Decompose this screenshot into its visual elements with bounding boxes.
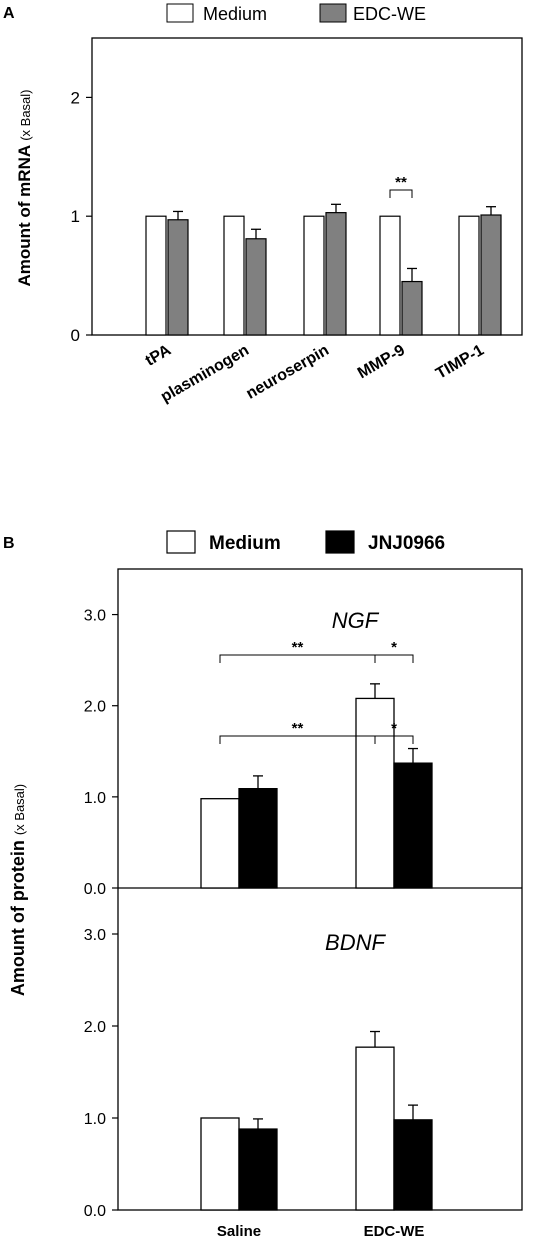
legend-swatch-medium <box>166 3 194 23</box>
bar-jnj0966 <box>393 1119 433 1211</box>
y-tick-label: 1.0 <box>84 790 106 807</box>
bar-medium <box>223 215 245 336</box>
bar-edc-we <box>325 212 347 336</box>
x-tick-label: EDC-WE <box>364 1223 425 1240</box>
y-tick-label: 3.0 <box>84 927 106 944</box>
subpanel-title: BDNF <box>325 930 386 955</box>
y-tick-label: 0.0 <box>84 1203 106 1220</box>
bar-medium <box>200 798 240 889</box>
y-tick-label: 2 <box>71 88 80 107</box>
y-axis-label-main: Amount of protein <box>8 835 28 996</box>
bar-edc-we <box>245 238 267 336</box>
bar-jnj0966 <box>393 762 433 889</box>
bar-medium <box>145 215 167 336</box>
x-tick-label: TIMP-1 <box>433 342 487 383</box>
legend: Medium EDC-WE <box>166 3 426 24</box>
significance-bracket <box>219 654 376 663</box>
x-tick-label: Saline <box>217 1223 261 1240</box>
y-tick-label: 3.0 <box>84 608 106 625</box>
bar-jnj0966 <box>238 1128 278 1211</box>
panel-b: B Medium JNJ0966 Amount of protein (x Basal… <box>3 530 523 1240</box>
x-tick-label: neuroserpin <box>243 342 332 403</box>
significance-bracket <box>374 735 414 744</box>
y-tick-label: 1.0 <box>84 1111 106 1128</box>
x-tick-label: MMP-9 <box>355 342 408 383</box>
panel-label: A <box>3 5 15 22</box>
bar-medium <box>200 1117 240 1211</box>
y-axis-label-main: Amount of mRNA <box>15 141 34 287</box>
bar-medium <box>379 215 401 336</box>
legend-swatch-jnj0966 <box>325 530 355 554</box>
legend-swatch-edc-we <box>319 3 347 23</box>
y-tick-label: 1 <box>71 207 80 226</box>
legend-label-medium: Medium <box>203 4 267 24</box>
subpanel-title: NGF <box>332 608 380 633</box>
bar-edc-we <box>167 219 189 336</box>
significance-bracket-label: * <box>391 720 397 737</box>
significance-bracket-label: * <box>391 639 397 656</box>
panel-a: A Medium EDC-WE 0 1 2 Amount of mRNA (x Basal)… <box>3 3 523 406</box>
y-tick-label: 2.0 <box>84 699 106 716</box>
legend-swatch-medium <box>166 530 196 554</box>
x-tick-label: plasminogen <box>158 342 252 406</box>
bar-medium <box>355 1046 395 1211</box>
significance-bracket <box>374 654 414 663</box>
significance-bracket <box>219 735 376 744</box>
y-tick-label: 0 <box>71 326 80 345</box>
bar-jnj0966 <box>238 788 278 889</box>
panel-label: B <box>3 535 15 552</box>
y-axis-label-unit: (x Basal) <box>18 89 33 140</box>
legend-label-medium: Medium <box>209 533 281 554</box>
legend-label-jnj0966: JNJ0966 <box>368 533 445 554</box>
x-tick-label: tPA <box>143 342 175 370</box>
y-axis-label: Amount of mRNA (x Basal) <box>15 89 34 286</box>
legend-label-edc-we: EDC-WE <box>353 4 426 24</box>
y-tick-label: 2.0 <box>84 1019 106 1036</box>
significance-bracket-label: ** <box>395 174 407 191</box>
bar-medium <box>458 215 480 336</box>
bar-medium <box>303 215 325 336</box>
y-axis-label-unit: (x Basal) <box>12 784 27 835</box>
bar-medium <box>355 697 395 889</box>
significance-bracket-label: ** <box>292 639 304 656</box>
bar-edc-we <box>401 280 423 336</box>
y-tick-label: 0.0 <box>84 881 106 898</box>
legend: Medium JNJ0966 <box>166 530 445 554</box>
significance-bracket <box>389 189 413 198</box>
plot-frame <box>117 568 523 1211</box>
significance-bracket-label: ** <box>292 720 304 737</box>
y-axis-label: Amount of protein (x Basal) <box>8 784 28 996</box>
bar-edc-we <box>480 214 502 336</box>
